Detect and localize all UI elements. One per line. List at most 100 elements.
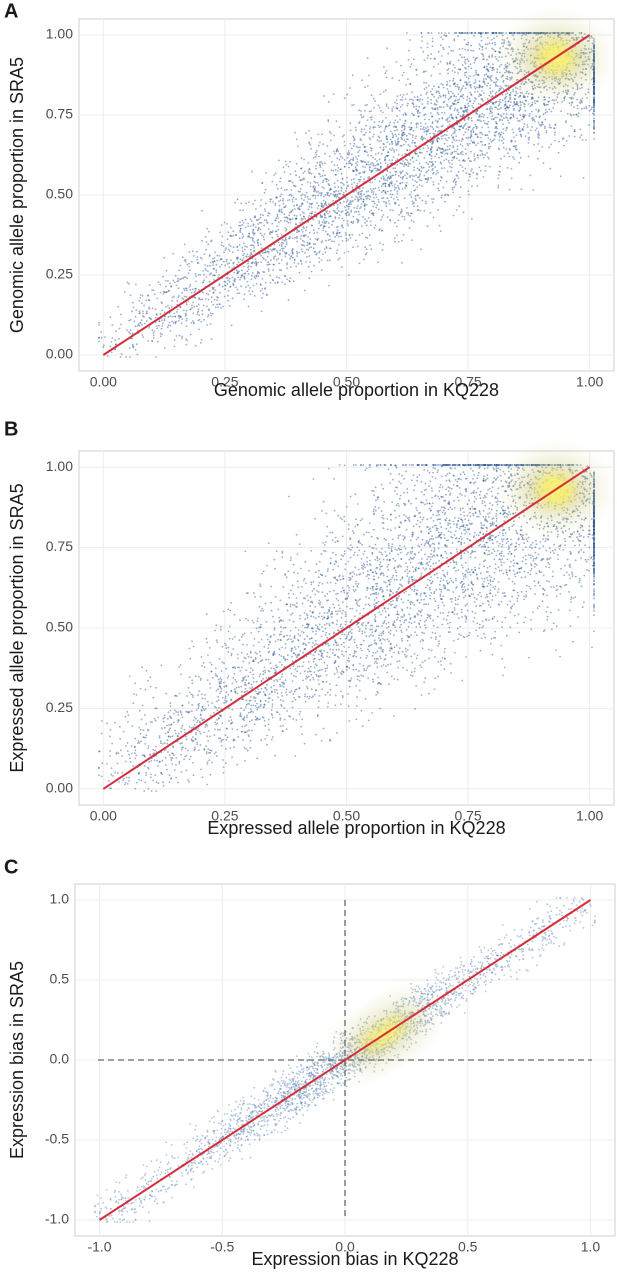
point xyxy=(258,605,261,608)
point xyxy=(576,88,579,91)
point xyxy=(332,209,335,212)
point xyxy=(448,116,451,119)
point xyxy=(386,190,389,193)
point xyxy=(346,219,349,222)
point xyxy=(451,186,454,189)
point xyxy=(386,47,388,50)
point xyxy=(567,90,570,93)
point xyxy=(450,96,453,98)
point xyxy=(491,32,494,34)
point xyxy=(447,159,450,162)
point xyxy=(192,255,195,257)
point xyxy=(530,32,532,34)
point xyxy=(502,138,505,141)
point xyxy=(381,111,384,114)
point xyxy=(350,183,353,186)
point xyxy=(227,289,230,292)
point xyxy=(363,258,365,261)
point xyxy=(513,100,516,103)
point xyxy=(459,186,462,189)
point xyxy=(304,251,306,254)
point xyxy=(282,724,284,727)
point xyxy=(246,716,248,719)
point xyxy=(239,619,241,622)
point xyxy=(109,729,112,731)
point xyxy=(368,166,371,169)
point xyxy=(234,201,236,204)
point xyxy=(525,38,528,41)
point xyxy=(430,32,433,34)
point xyxy=(572,97,574,100)
point xyxy=(263,224,266,227)
point xyxy=(177,279,180,282)
point xyxy=(191,250,194,253)
point xyxy=(484,143,487,146)
point xyxy=(327,222,330,225)
point xyxy=(475,144,477,147)
point xyxy=(305,226,308,229)
point xyxy=(220,263,223,266)
point xyxy=(391,193,394,196)
point xyxy=(593,78,595,80)
point xyxy=(554,131,556,134)
point xyxy=(297,262,300,265)
point xyxy=(377,198,380,201)
point xyxy=(449,105,451,108)
point xyxy=(395,126,398,128)
point xyxy=(265,172,267,174)
point xyxy=(407,102,409,105)
point xyxy=(292,256,294,259)
point xyxy=(458,125,461,128)
point xyxy=(494,41,496,44)
point xyxy=(336,179,339,182)
point xyxy=(430,549,433,552)
point xyxy=(410,91,413,94)
point xyxy=(338,214,341,217)
point xyxy=(279,177,282,180)
point xyxy=(504,107,507,110)
point xyxy=(353,142,356,145)
point xyxy=(431,164,434,167)
point xyxy=(440,125,443,128)
point xyxy=(479,132,481,134)
point xyxy=(407,78,409,81)
point xyxy=(368,522,371,524)
point xyxy=(358,191,360,194)
point xyxy=(139,296,142,299)
point xyxy=(357,200,360,203)
point xyxy=(241,237,244,239)
point xyxy=(256,241,259,244)
point xyxy=(362,186,364,189)
point xyxy=(347,203,350,206)
y-tick-label: 0.00 xyxy=(46,346,73,362)
point xyxy=(220,258,223,260)
point xyxy=(507,540,509,543)
point xyxy=(538,123,541,126)
point xyxy=(386,558,388,561)
point xyxy=(343,144,346,147)
point xyxy=(411,141,414,144)
point xyxy=(208,230,210,233)
point xyxy=(320,204,323,207)
point xyxy=(412,129,415,132)
point xyxy=(338,126,341,128)
point xyxy=(506,78,509,81)
point xyxy=(343,140,346,143)
point xyxy=(519,106,522,109)
point xyxy=(446,105,449,107)
point xyxy=(588,124,590,127)
point xyxy=(488,565,491,568)
point xyxy=(359,171,361,174)
point xyxy=(482,176,485,178)
point xyxy=(525,33,527,36)
point xyxy=(581,101,583,104)
point xyxy=(286,263,288,266)
point xyxy=(374,193,377,196)
point xyxy=(303,158,305,161)
point xyxy=(303,235,306,238)
point xyxy=(432,85,435,88)
point xyxy=(214,289,217,291)
point xyxy=(298,271,301,274)
point xyxy=(397,184,399,187)
point xyxy=(393,197,395,200)
